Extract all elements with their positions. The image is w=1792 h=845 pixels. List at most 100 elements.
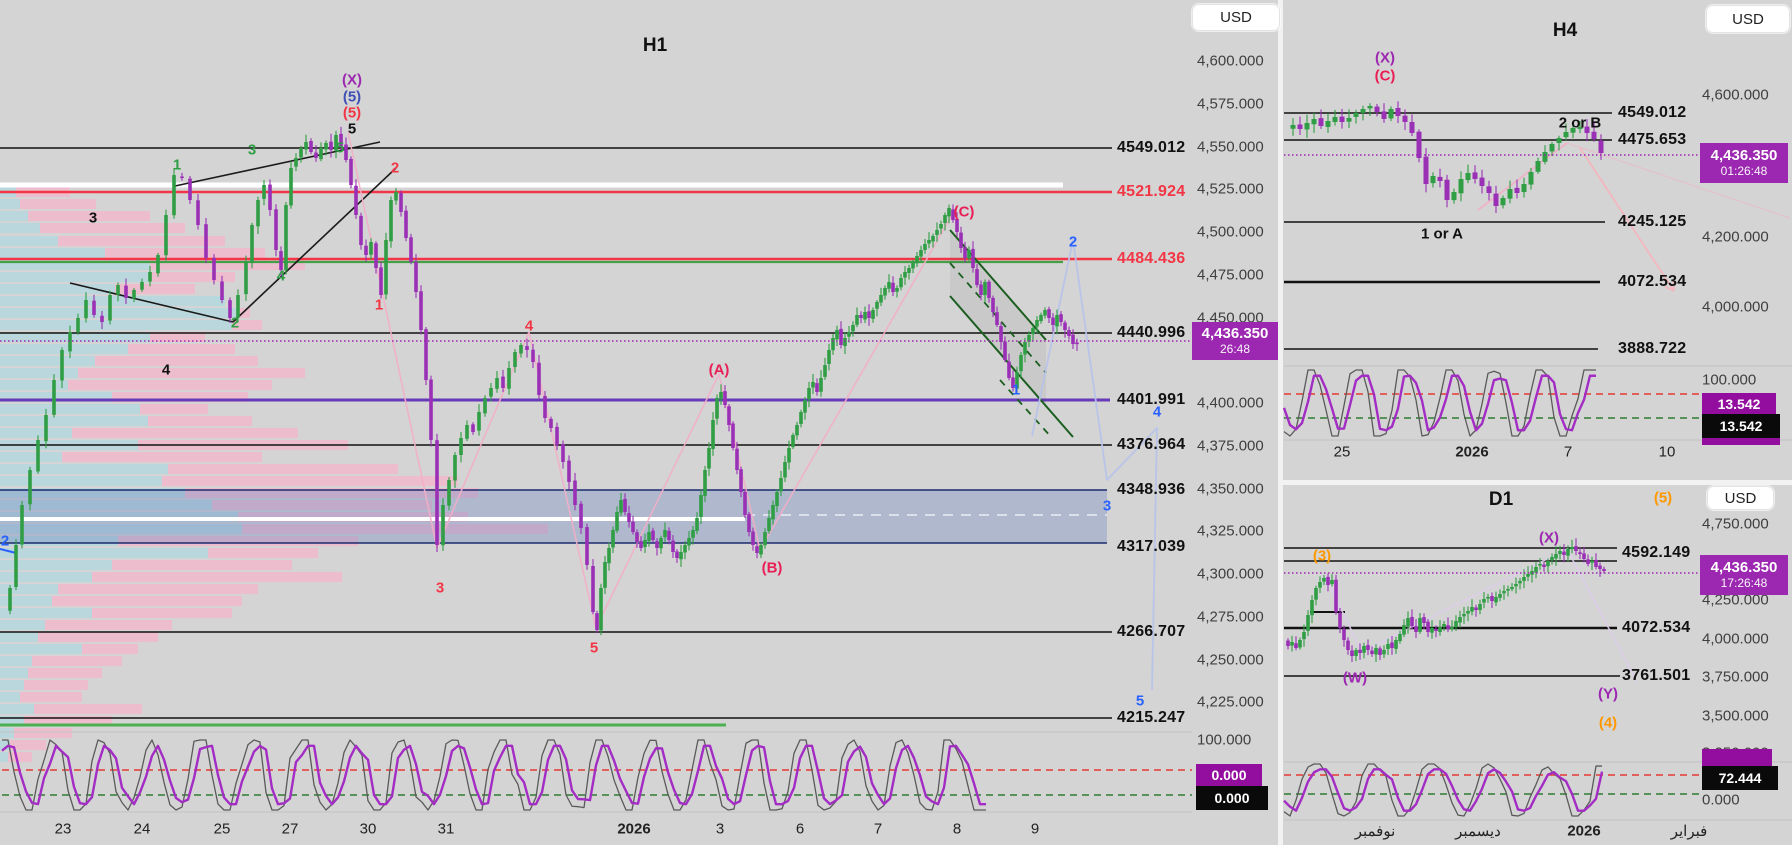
h1-wave-label: 3: [1102, 497, 1112, 515]
d1-level-label: 4072.534: [1622, 619, 1691, 636]
h1-time-axis-label: 24: [133, 820, 151, 838]
h4-level-label: 3888.722: [1618, 340, 1687, 357]
h4-countdown: 01:26:48: [1720, 163, 1768, 178]
d1-oscillator-badge-main: 72.444: [1702, 766, 1778, 790]
h1-time-axis-label: 27: [281, 820, 299, 838]
d1-price-axis-label: 4,750.000: [1702, 515, 1769, 533]
h1-wave-label: 5: [335, 139, 345, 157]
h1-wave-label: 5: [589, 639, 599, 657]
h1-price-axis-label: 4,575.000: [1197, 95, 1264, 113]
h1-time-axis-label: 6: [795, 820, 805, 838]
h1-wave-label: 4: [524, 317, 534, 335]
d1-wave-label: (4): [1598, 714, 1618, 732]
h1-time-axis-label: 9: [1030, 820, 1040, 838]
h1-wave-label: 1: [172, 156, 182, 174]
horizontal-panel-separator[interactable]: [1278, 480, 1792, 485]
d1-wave-label: (3): [1312, 547, 1332, 565]
h1-current-price-badge: 4,436.350 26:48: [1192, 322, 1278, 360]
h1-price-axis-label: 4,400.000: [1197, 394, 1264, 412]
h1-time-axis-label: 2026: [617, 820, 651, 838]
d1-wave-label: (W): [1342, 669, 1368, 687]
h4-oscillator-badge-signal: 13.542: [1702, 393, 1776, 414]
h1-wave-label: (C): [953, 203, 975, 221]
d1-price-axis-label: 3,500.000: [1702, 707, 1769, 725]
h4-oscillator-badge-main: 13.542: [1702, 414, 1780, 438]
d1-time-axis-label: نوفمبر: [1354, 823, 1396, 840]
h1-wave-label: 2: [0, 532, 10, 550]
h1-wave-label: 3: [88, 209, 98, 227]
h1-price-axis-label: 4,300.000: [1197, 565, 1264, 583]
d1-price-axis-label: 4,250.000: [1702, 591, 1769, 609]
d1-wave-label: (Y): [1598, 685, 1618, 703]
h1-currency-button[interactable]: USD: [1192, 4, 1280, 31]
h4-price-axis-label: 4,600.000: [1702, 86, 1769, 104]
h1-level-label: 4215.247: [1117, 709, 1186, 726]
h4-level-label: 4475.653: [1618, 131, 1687, 148]
h1-price-axis-label: 4,325.000: [1197, 522, 1264, 540]
h1-level-label: 4440.996: [1117, 324, 1186, 341]
h1-level-label: 4266.707: [1117, 623, 1186, 640]
h4-wave-label: 2 or B: [1558, 114, 1602, 132]
vertical-panel-separator[interactable]: [1278, 0, 1283, 845]
h1-price-axis-label: 4,475.000: [1197, 266, 1264, 284]
d1-currency-button[interactable]: USD: [1707, 486, 1774, 510]
h1-level-label: 4348.936: [1117, 481, 1186, 498]
h1-wave-label: (B): [761, 559, 783, 577]
h1-price-axis-label: 4,225.000: [1197, 693, 1264, 711]
h4-oscillator-badge-partial: [1702, 438, 1780, 445]
h4-price-axis-label: 4,200.000: [1702, 228, 1769, 246]
h1-level-label: 4376.964: [1117, 436, 1186, 453]
h1-price-axis-label: 4,375.000: [1197, 437, 1264, 455]
h1-wave-label: 2: [230, 314, 240, 332]
h1-wave-label: (A): [708, 361, 730, 379]
h1-time-axis-label: 25: [213, 820, 231, 838]
h4-level-label: 4245.125: [1618, 213, 1687, 230]
h1-wave-label: 3: [247, 141, 257, 159]
h1-wave-label: 4: [161, 361, 171, 379]
d1-oscillator-badge-partial: [1702, 749, 1772, 766]
h1-wave-label: 2: [390, 159, 400, 177]
d1-time-axis-label: فبراير: [1670, 823, 1708, 840]
h4-price-axis-label: 100.000: [1702, 371, 1757, 389]
h4-time-axis-label: 10: [1658, 443, 1676, 461]
d1-time-axis-label: 2026: [1567, 822, 1601, 840]
h4-level-label: 4549.012: [1618, 104, 1687, 121]
h1-wave-label: 1: [1011, 381, 1021, 399]
h1-level-label: 4549.012: [1117, 139, 1186, 156]
h1-level-label: 4521.924: [1117, 183, 1186, 200]
h4-current-price: 4,436.350: [1710, 147, 1778, 165]
h4-panel-title: H4: [1552, 20, 1578, 41]
h4-currency-button[interactable]: USD: [1706, 5, 1790, 33]
h4-wave-label: (X): [1375, 49, 1395, 67]
h1-wave-label: (5): [342, 104, 362, 122]
h1-level-label: 4401.991: [1117, 391, 1186, 408]
h4-level-label: 4072.534: [1618, 273, 1687, 290]
h1-level-label: 4484.436: [1117, 250, 1186, 267]
d1-level-label: 4592.149: [1622, 544, 1691, 561]
d1-wave-label: (5): [1653, 489, 1673, 507]
h4-time-axis-label: 7: [1563, 443, 1573, 461]
h4-time-axis-label: 25: [1333, 443, 1351, 461]
d1-price-axis-label: 3,750.000: [1702, 668, 1769, 686]
h4-time-axis-label: 2026: [1455, 443, 1489, 461]
h1-time-axis-label: 3: [715, 820, 725, 838]
h1-oscillator-badge-signal: 0.000: [1196, 764, 1262, 786]
h1-price-axis-label: 4,525.000: [1197, 180, 1264, 198]
d1-level-label: 3761.501: [1622, 667, 1691, 684]
d1-price-axis-label: 0.000: [1702, 791, 1740, 809]
h1-time-axis-label: 31: [437, 820, 455, 838]
h1-price-axis-label: 4,275.000: [1197, 608, 1264, 626]
h1-price-axis-label: 4,500.000: [1197, 223, 1264, 241]
h1-countdown: 26:48: [1219, 341, 1251, 356]
h4-price-axis-label: 4,000.000: [1702, 298, 1769, 316]
d1-current-price-badge: 4,436.350 17:26:48: [1700, 555, 1788, 595]
h1-level-label: 4317.039: [1117, 538, 1186, 555]
h1-wave-label: 5: [1135, 692, 1145, 710]
h1-price-axis-label: 100.000: [1197, 731, 1252, 749]
h1-wave-label: (X): [342, 71, 362, 89]
h1-wave-label: 2: [1068, 233, 1078, 251]
h1-oscillator-badge-main: 0.000: [1196, 786, 1268, 810]
d1-countdown: 17:26:48: [1720, 575, 1768, 590]
h1-time-axis-label: 7: [873, 820, 883, 838]
